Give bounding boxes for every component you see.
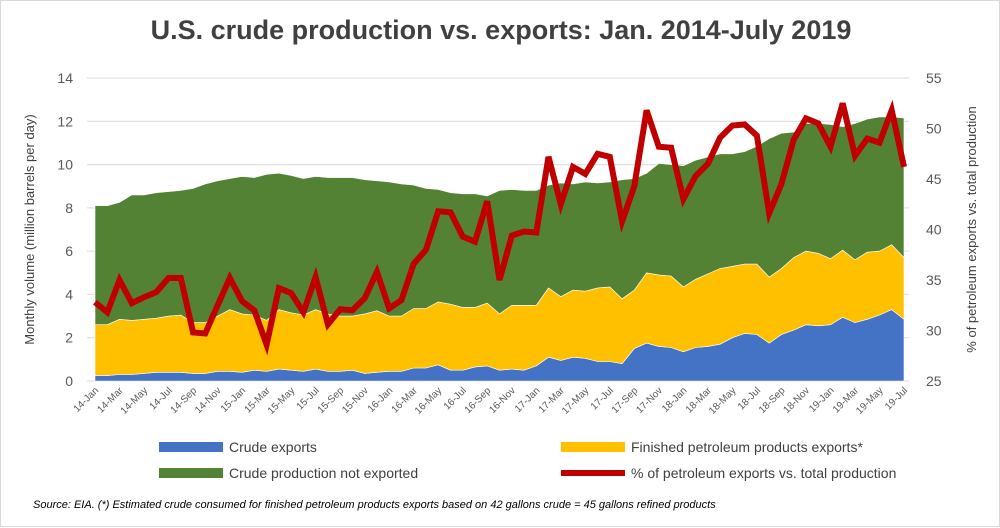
legend-label: Finished petroleum products exports* — [631, 439, 863, 455]
y-tick-label: 14 — [57, 70, 73, 86]
y-axis-label: Monthly volume (million barrels per day) — [22, 114, 37, 344]
legend-label: Crude exports — [229, 439, 317, 455]
y-tick-label: 4 — [65, 286, 73, 302]
x-tick-label: 17-May — [560, 385, 591, 416]
x-tick-label: 18-Nov — [781, 385, 812, 416]
y-tick-label: 8 — [65, 200, 73, 216]
x-tick-label: 14-Nov — [193, 385, 224, 416]
x-tick-label: 19-Jul — [883, 385, 910, 412]
y-tick-label: 12 — [57, 113, 73, 129]
y2-tick-label: 25 — [926, 373, 942, 389]
y2-tick-label: 50 — [926, 121, 942, 137]
y2-tick-label: 35 — [926, 272, 942, 288]
legend-swatch — [159, 468, 223, 478]
x-tick-label: 16-Nov — [487, 385, 518, 416]
y2-tick-label: 30 — [926, 323, 942, 339]
x-tick-label: 15-Nov — [340, 385, 371, 416]
legend-item-not-exported: Crude production not exported — [159, 465, 418, 481]
x-tick-label: 14-May — [119, 385, 150, 416]
legend-swatch — [159, 442, 223, 452]
y-tick-label: 10 — [57, 157, 73, 173]
x-tick-label: 15-May — [266, 385, 297, 416]
y-tick-label: 2 — [65, 330, 73, 346]
x-tick-label: 19-May — [854, 385, 885, 416]
y2-tick-label: 40 — [926, 222, 942, 238]
legend-label: % of petroleum exports vs. total product… — [631, 465, 896, 481]
legend-item-crude-exports: Crude exports — [159, 439, 317, 455]
legend-swatch — [561, 442, 625, 452]
x-tick-label: 18-Sep — [757, 385, 788, 416]
legend-item-percent-line: % of petroleum exports vs. total product… — [561, 465, 896, 481]
source-note: Source: EIA. (*) Estimated crude consume… — [33, 499, 716, 511]
x-tick-label: 17-Sep — [610, 385, 641, 416]
legend-label: Crude production not exported — [229, 465, 418, 481]
y2-tick-label: 55 — [926, 70, 942, 86]
y2-tick-label: 45 — [926, 171, 942, 187]
legend-swatch — [561, 470, 625, 476]
y-tick-label: 6 — [65, 243, 73, 259]
x-tick-label: 17-Nov — [634, 385, 665, 416]
x-tick-label: 16-Sep — [463, 385, 494, 416]
legend-item-finished-products: Finished petroleum products exports* — [561, 439, 863, 455]
y-tick-label: 0 — [65, 373, 73, 389]
y2-axis-label: % of petroleum exports vs. total product… — [964, 106, 979, 352]
x-tick-label: 18-May — [707, 385, 738, 416]
x-tick-label: 16-May — [413, 385, 444, 416]
